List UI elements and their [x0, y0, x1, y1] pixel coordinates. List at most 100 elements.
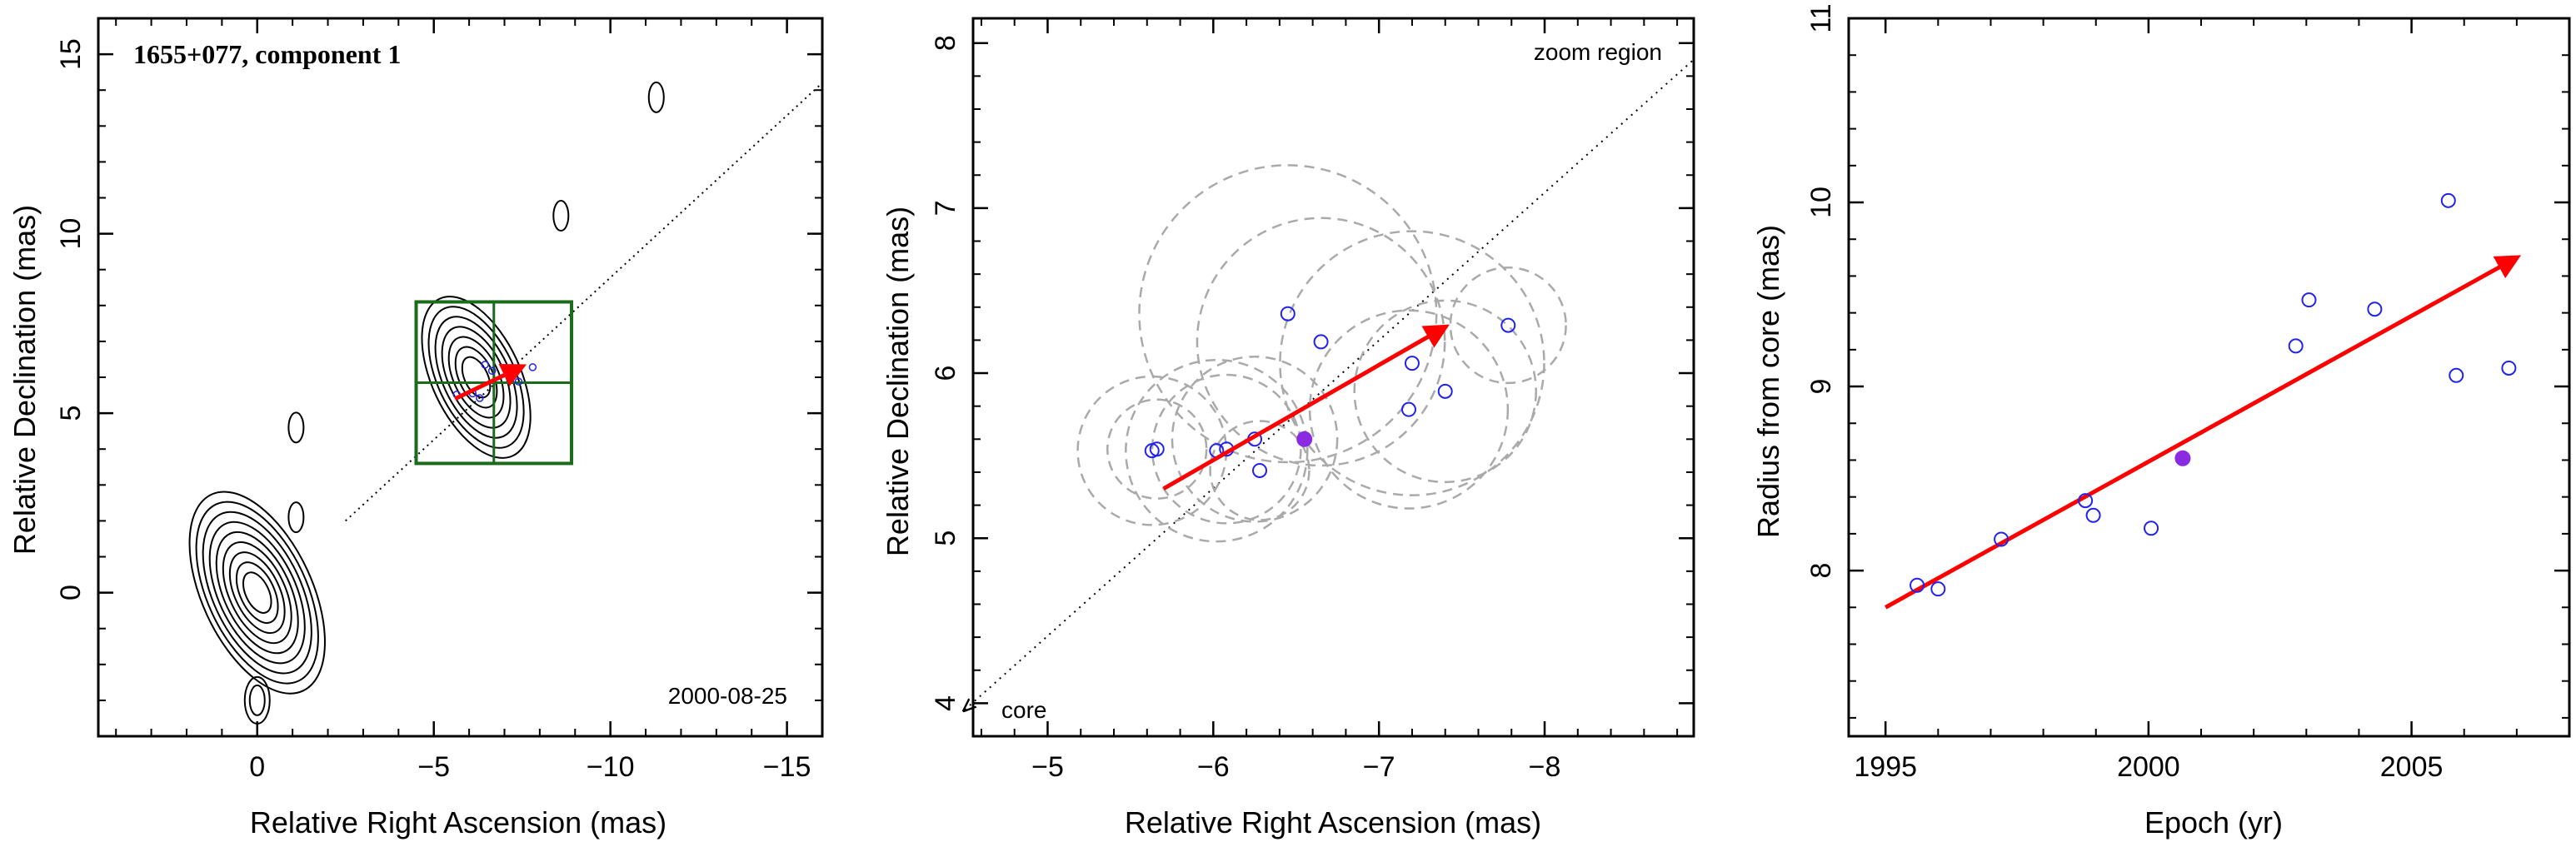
panel3-data-point — [2301, 292, 2317, 308]
panel1-y-tick-label: 10 — [55, 218, 87, 250]
panel2-data-point — [1313, 334, 1329, 350]
panel2-data-point — [1280, 306, 1295, 321]
panel1-contour-level — [243, 675, 271, 725]
panel1-motion-vector — [454, 363, 527, 401]
panel2-y-tick-label: 7 — [930, 200, 961, 216]
panel2-y-tick-label: 6 — [930, 366, 961, 381]
panel3-data-point — [1930, 581, 1946, 597]
panel2-component-size-circle — [1353, 299, 1537, 484]
panel2-component-size-circle — [1209, 420, 1310, 521]
panel3-data-point — [1994, 531, 2009, 547]
panel3-data-point — [2449, 367, 2464, 383]
panel2-component-size-circle — [1171, 355, 1339, 523]
panel2-highlight-point — [1296, 431, 1313, 447]
panel2-data-point — [1400, 401, 1416, 417]
panel1-x-axis-label: Relative Right Ascension (mas) — [250, 805, 666, 840]
panel1-contour-level — [215, 531, 299, 655]
panel2-zoom-label: zoom region — [1534, 39, 1662, 65]
panel1-data-point — [481, 361, 489, 369]
panel3-frame — [1847, 17, 2571, 738]
panel2-data-point — [1500, 317, 1516, 333]
panel1-x-tick-label: −10 — [587, 751, 635, 783]
panel1-frame — [97, 17, 824, 738]
panel1-contour-level — [287, 411, 305, 444]
panel1-contour-level — [287, 501, 305, 534]
panel2-x-tick-label: −7 — [1363, 751, 1395, 783]
panel2-core-label: core — [1001, 697, 1046, 723]
panel1-contour-level — [427, 306, 525, 449]
panel3-y-axis-label: Radius from core (mas) — [1751, 225, 1785, 538]
panel3-y-tick-label: 8 — [1805, 563, 1837, 579]
panel3-y-tick-label: 11 — [1805, 3, 1837, 32]
panel1-contour-level — [228, 551, 286, 635]
panel2-component-size-circle — [1106, 398, 1208, 500]
panel3-data-point — [2144, 521, 2159, 536]
panel2-trajectory-line — [965, 58, 1695, 710]
panel1-data-point — [487, 366, 497, 375]
panel1-y-tick-label: 15 — [55, 38, 87, 70]
panel2-data-point — [1149, 441, 1165, 457]
panel2-y-axis-label: Relative Declination (mas) — [881, 207, 915, 556]
panel2-data-point — [1252, 462, 1268, 478]
panel2-component-size-circle — [1151, 373, 1302, 525]
panel1-contour-level — [188, 491, 326, 695]
panel3-x-axis-label: Epoch (yr) — [2144, 805, 2283, 840]
panel3-x-tick-label: 2000 — [2117, 751, 2180, 783]
panel-zoom-region: zoom region core Relative Right Ascensio… — [881, 17, 1695, 840]
panel2-component-size-circle — [1449, 266, 1567, 385]
panel2-y-tick-label: 4 — [930, 695, 961, 711]
panel1-y-axis-label: Relative Declination (mas) — [7, 205, 42, 555]
panel1-contour-level — [242, 571, 272, 614]
panel-sky-map: 1655+077, component 1 2000-08-25 Relativ… — [7, 17, 824, 840]
panel2-data-point — [1404, 356, 1420, 371]
panel2-component-size-circle — [1279, 230, 1545, 496]
panel1-contour-level — [195, 501, 319, 685]
panel3-data-point — [2288, 338, 2304, 354]
panel2-motion-vector — [1162, 324, 1450, 491]
panel2-y-tick-label: 5 — [930, 531, 961, 546]
panel3-data-point — [2078, 493, 2094, 509]
panel2-component-size-circle — [1125, 358, 1309, 543]
panel1-contour-level — [202, 511, 312, 675]
panel3-data-point — [2440, 192, 2456, 208]
panel3-data-point — [2501, 360, 2517, 376]
panel1-contour-level — [552, 200, 570, 232]
panel2-component-size-circle — [1308, 309, 1510, 510]
panel1-contour-level — [647, 81, 665, 113]
panel1-contour-level — [454, 346, 498, 409]
panel-radius-vs-epoch: Epoch (yr) Radius from core (mas) 1995 20… — [1751, 3, 2571, 840]
panel1-contour-level — [441, 326, 512, 429]
panel2-frame — [971, 17, 1695, 738]
panel2-x-tick-label: −8 — [1529, 751, 1561, 783]
panel2-data-point — [1437, 383, 1453, 399]
panel3-data-point — [1910, 577, 1925, 593]
panel1-y-tick-label: 5 — [55, 406, 87, 421]
panel1-epoch-label: 2000-08-25 — [668, 683, 787, 709]
panel2-component-size-circle — [1138, 164, 1438, 464]
panel1-x-tick-label: −5 — [417, 751, 450, 783]
panel1-title: 1655+077, component 1 — [133, 39, 401, 69]
panel2-y-tick-label: 8 — [930, 35, 961, 51]
panel1-data-point — [528, 363, 537, 371]
panel1-contour-level — [208, 521, 306, 665]
panel3-fit-vector — [1884, 255, 2522, 610]
panel2-component-size-circle — [1076, 375, 1228, 526]
panel1-x-tick-label: 0 — [249, 751, 265, 783]
panel3-x-tick-label: 1995 — [1854, 751, 1917, 783]
panel2-x-axis-label: Relative Right Ascension (mas) — [1125, 805, 1541, 840]
panel1-y-tick-label: 0 — [55, 585, 87, 600]
panel2-x-tick-label: −6 — [1197, 751, 1230, 783]
panel2-x-tick-label: −5 — [1031, 751, 1064, 783]
panel1-contour-level — [235, 561, 279, 624]
panel3-x-tick-label: 2005 — [2380, 751, 2444, 783]
panel3-y-tick-label: 10 — [1805, 187, 1837, 218]
panel3-y-tick-label: 9 — [1805, 379, 1837, 395]
panel3-highlight-point — [2174, 450, 2191, 466]
panel1-contour-level — [434, 316, 518, 439]
panel3-data-point — [2367, 301, 2383, 317]
panel3-data-point — [2085, 507, 2101, 523]
panel1-contour-level — [248, 684, 266, 716]
panel1-x-tick-label: −15 — [763, 751, 811, 783]
panel1-contour-level — [222, 541, 292, 645]
